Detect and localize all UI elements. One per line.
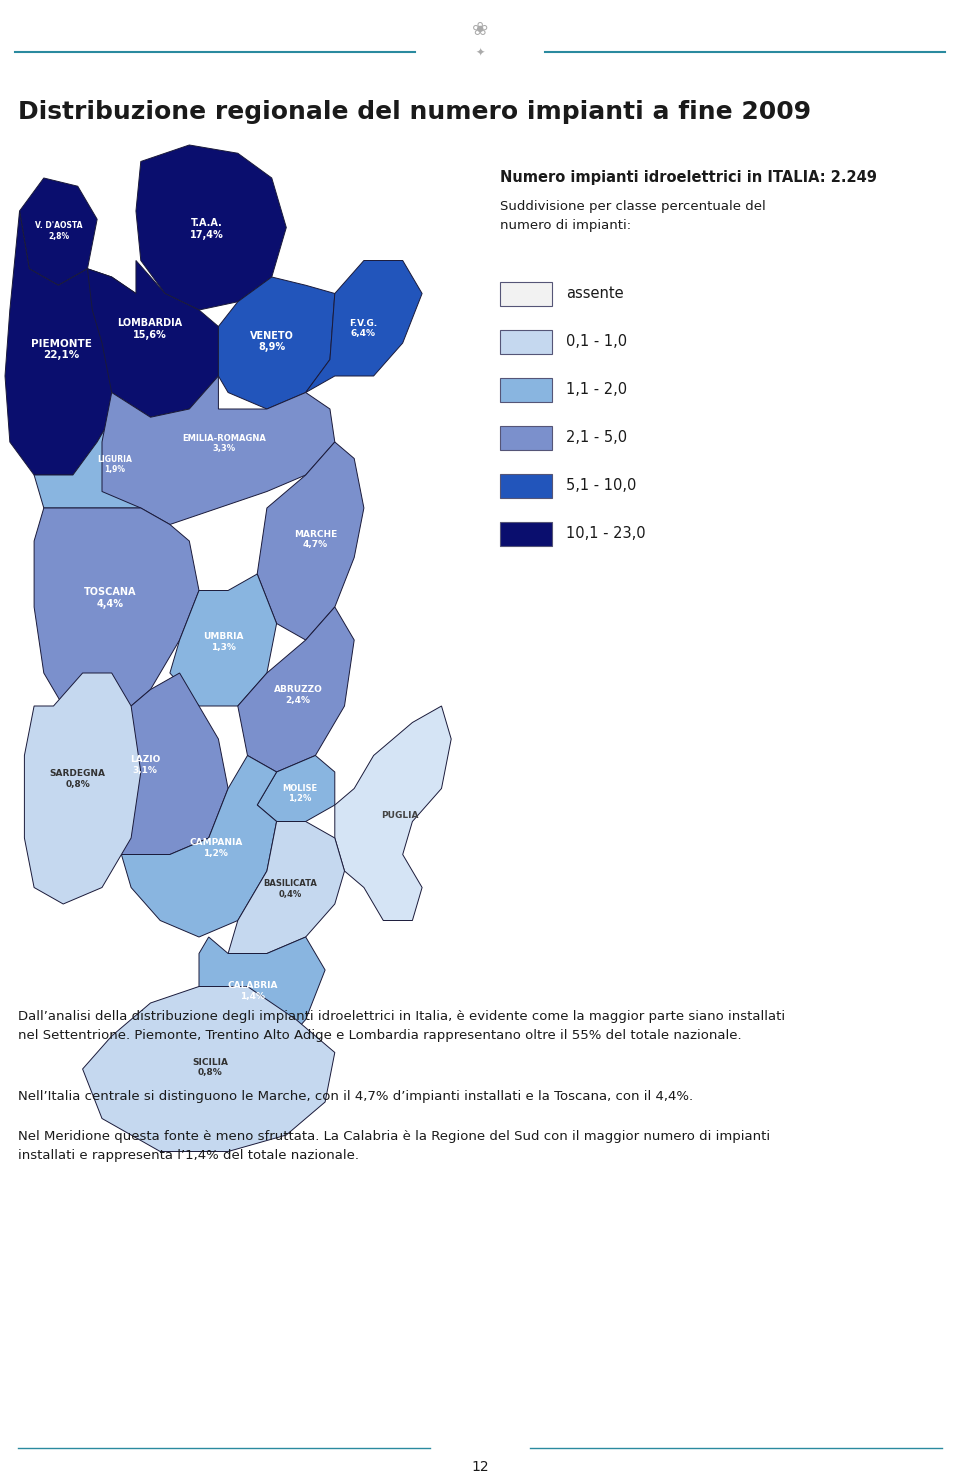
Bar [500, 329, 552, 355]
Polygon shape [219, 278, 335, 410]
Text: 5,1 - 10,0: 5,1 - 10,0 [566, 478, 636, 494]
Text: CAMPANIA
1,2%: CAMPANIA 1,2% [189, 838, 243, 858]
Text: 10,1 - 23,0: 10,1 - 23,0 [566, 527, 646, 542]
Text: VENETO
8,9%: VENETO 8,9% [250, 331, 294, 352]
Text: 1,1 - 2,0: 1,1 - 2,0 [566, 383, 627, 398]
Text: ✦: ✦ [475, 47, 485, 58]
Polygon shape [121, 755, 276, 936]
Bar [500, 426, 552, 450]
Polygon shape [102, 375, 335, 524]
Text: UMBRIA
1,3%: UMBRIA 1,3% [204, 632, 244, 651]
Text: EMILIA-ROMAGNA
3,3%: EMILIA-ROMAGNA 3,3% [182, 433, 266, 453]
Polygon shape [257, 755, 335, 822]
Polygon shape [63, 674, 228, 855]
Polygon shape [136, 145, 286, 310]
Text: ABRUZZO
2,4%: ABRUZZO 2,4% [274, 686, 323, 705]
Text: MOLISE
1,2%: MOLISE 1,2% [282, 784, 318, 803]
Text: 0,1 - 1,0: 0,1 - 1,0 [566, 334, 627, 350]
Polygon shape [238, 607, 354, 772]
Text: Numero impianti idroelettrici in ITALIA: 2.249: Numero impianti idroelettrici in ITALIA:… [500, 171, 876, 186]
Text: 2,1 - 5,0: 2,1 - 5,0 [566, 430, 627, 445]
Polygon shape [35, 410, 189, 508]
Text: Distribuzione regionale del numero impianti a fine 2009: Distribuzione regionale del numero impia… [18, 99, 811, 125]
Text: ❀: ❀ [471, 19, 489, 39]
Text: SARDEGNA
0,8%: SARDEGNA 0,8% [50, 769, 106, 788]
Polygon shape [35, 508, 199, 723]
Text: Suddivisione per classe percentuale del
numero di impianti:: Suddivisione per classe percentuale del … [500, 200, 766, 232]
Text: Nell’Italia centrale si distinguono le Marche, con il 4,7% d’impianti installati: Nell’Italia centrale si distinguono le M… [18, 1091, 693, 1103]
Text: V. D'AOSTA
2,8%: V. D'AOSTA 2,8% [36, 221, 83, 240]
Polygon shape [257, 442, 364, 640]
Polygon shape [5, 211, 136, 475]
Bar [500, 282, 552, 306]
Text: F.V.G.
6,4%: F.V.G. 6,4% [349, 319, 377, 338]
Text: MARCHE
4,7%: MARCHE 4,7% [294, 530, 337, 549]
Text: LAZIO
3,1%: LAZIO 3,1% [130, 755, 160, 775]
Polygon shape [228, 822, 345, 954]
Text: LOMBARDIA
15,6%: LOMBARDIA 15,6% [117, 318, 182, 340]
Bar [500, 522, 552, 546]
Text: CALABRIA
1,4%: CALABRIA 1,4% [228, 981, 278, 1000]
Polygon shape [87, 261, 219, 417]
Text: Dall’analisi della distribuzione degli impianti idroelettrici in Italia, è evide: Dall’analisi della distribuzione degli i… [18, 1011, 785, 1042]
Text: T.A.A.
17,4%: T.A.A. 17,4% [190, 218, 224, 240]
Polygon shape [305, 261, 422, 392]
Polygon shape [24, 674, 141, 904]
Polygon shape [170, 574, 276, 706]
Text: PUGLIA: PUGLIA [382, 810, 420, 819]
Text: assente: assente [566, 286, 624, 301]
Polygon shape [335, 706, 451, 920]
Text: TOSCANA
4,4%: TOSCANA 4,4% [84, 588, 136, 608]
Text: SICILIA
0,8%: SICILIA 0,8% [192, 1058, 228, 1077]
Text: LIGURIA
1,9%: LIGURIA 1,9% [97, 454, 132, 475]
Text: BASILICATA
0,4%: BASILICATA 0,4% [263, 880, 317, 899]
Polygon shape [83, 987, 335, 1152]
Bar [500, 378, 552, 402]
Text: 12: 12 [471, 1460, 489, 1474]
Text: PIEMONTE
22,1%: PIEMONTE 22,1% [31, 338, 91, 361]
Bar [500, 473, 552, 499]
Polygon shape [199, 936, 325, 1068]
Polygon shape [19, 178, 97, 285]
Text: Nel Meridione questa fonte è meno sfruttata. La Calabria è la Regione del Sud co: Nel Meridione questa fonte è meno sfrutt… [18, 1129, 770, 1162]
